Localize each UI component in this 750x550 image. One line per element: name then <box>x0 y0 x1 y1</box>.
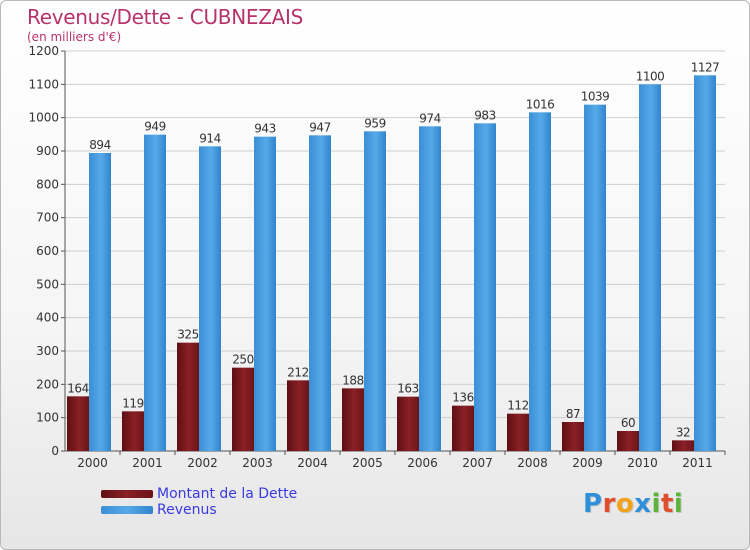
y-tick-label: 700 <box>36 211 59 225</box>
revenue-bar <box>529 112 551 451</box>
data-label: 212 <box>287 365 308 379</box>
legend-label: Revenus <box>157 502 217 518</box>
debt-bar <box>617 431 639 451</box>
debt-bar <box>122 411 144 451</box>
logo-letter: o <box>615 489 635 519</box>
data-label: 136 <box>452 391 473 405</box>
chart-title: Revenus/Dette - CUBNEZAIS <box>27 5 303 29</box>
data-label: 1100 <box>636 69 665 83</box>
y-tick-label: 0 <box>51 444 59 458</box>
y-tick-label: 600 <box>36 244 59 258</box>
revenue-bar <box>694 75 716 451</box>
debt-bar <box>177 342 199 451</box>
x-tick-label: 2007 <box>462 456 493 470</box>
x-tick-label: 2006 <box>407 456 438 470</box>
debt-bar <box>452 405 474 451</box>
debt-bar <box>342 388 364 451</box>
data-label: 914 <box>199 131 220 145</box>
x-tick-label: 2005 <box>352 456 383 470</box>
x-tick-label: 2003 <box>242 456 273 470</box>
y-tick-label: 1100 <box>28 77 59 91</box>
logo-letter: r <box>602 489 616 519</box>
x-tick-label: 2010 <box>627 456 658 470</box>
revenue-bar <box>309 135 331 452</box>
logo-letter: i <box>651 489 661 519</box>
data-label: 325 <box>177 328 198 342</box>
logo-letter: x <box>634 489 652 519</box>
revenue-bar <box>474 123 496 451</box>
logo-letter: P <box>583 489 603 519</box>
debt-bar <box>672 440 694 451</box>
revenue-bar <box>364 131 386 452</box>
data-label: 119 <box>122 396 143 410</box>
y-tick-label: 1200 <box>28 44 59 58</box>
data-label: 1016 <box>526 97 555 111</box>
x-tick-label: 2008 <box>517 456 548 470</box>
data-label: 87 <box>566 407 580 421</box>
x-tick-label: 2004 <box>297 456 328 470</box>
data-label: 959 <box>364 116 385 130</box>
data-label: 947 <box>309 120 330 134</box>
revenue-bar <box>144 134 166 451</box>
data-label: 32 <box>676 425 690 439</box>
revenue-bar <box>419 126 441 451</box>
data-label: 949 <box>144 120 165 134</box>
revenue-bar <box>199 146 221 452</box>
data-label: 1127 <box>691 60 720 74</box>
proxiti-logo: Proxiti <box>583 489 683 519</box>
legend-swatch <box>101 506 153 514</box>
y-tick-label: 800 <box>36 177 59 191</box>
legend-swatch <box>101 490 153 498</box>
data-label: 188 <box>342 373 363 387</box>
y-tick-label: 300 <box>36 344 59 358</box>
x-tick-label: 2011 <box>682 456 713 470</box>
revenue-bar <box>89 153 111 451</box>
logo-letter: t <box>660 489 674 519</box>
revenue-bar <box>639 84 661 451</box>
data-label: 112 <box>507 399 528 413</box>
data-label: 974 <box>419 111 440 125</box>
debt-bar <box>507 413 529 451</box>
legend-label: Montant de la Dette <box>157 486 298 502</box>
x-tick-label: 2009 <box>572 456 603 470</box>
data-label: 164 <box>67 381 88 395</box>
data-label: 1039 <box>581 90 610 104</box>
debt-bar <box>232 367 254 451</box>
x-tick-label: 2002 <box>187 456 218 470</box>
data-label: 983 <box>474 108 495 122</box>
debt-bar <box>67 396 89 451</box>
y-tick-label: 100 <box>36 411 59 425</box>
y-tick-label: 900 <box>36 144 59 158</box>
data-label: 943 <box>254 122 275 136</box>
revenue-bar <box>584 104 606 452</box>
y-tick-label: 1000 <box>28 111 59 125</box>
y-tick-label: 500 <box>36 277 59 291</box>
debt-bar <box>287 380 309 451</box>
chart-subtitle: (en milliers d'€) <box>27 30 122 44</box>
data-label: 250 <box>232 353 253 367</box>
revenue-bar <box>254 136 276 451</box>
x-tick-label: 2000 <box>77 456 108 470</box>
y-tick-label: 200 <box>36 377 59 391</box>
logo-letter: i <box>673 489 684 519</box>
data-label: 163 <box>397 382 418 396</box>
data-label: 894 <box>89 138 110 152</box>
x-tick-label: 2001 <box>132 456 163 470</box>
y-tick-label: 400 <box>36 311 59 325</box>
debt-bar <box>397 396 419 451</box>
debt-bar <box>562 422 584 451</box>
data-label: 60 <box>621 416 635 430</box>
